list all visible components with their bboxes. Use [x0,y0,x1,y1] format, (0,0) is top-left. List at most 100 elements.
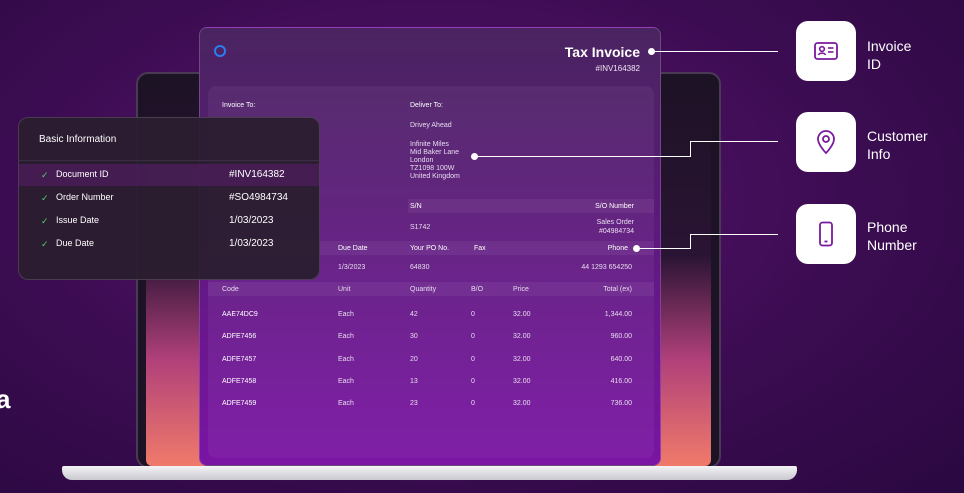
sn-header-band [408,199,654,213]
feature-label-line: Number [867,237,917,253]
col-quantity: Quantity [410,286,437,293]
so-label: S/O Number [595,203,634,210]
feature-label-phone-number: Phone Number [867,218,917,254]
item-price: 32.00 [513,400,531,407]
so-value-line1: Sales Order [596,219,634,226]
check-icon: ✓ [41,239,49,249]
callout-line-customer-info [690,141,778,142]
item-total: 1,344.00 [604,311,632,318]
deliver-to-label: Deliver To: [410,102,443,109]
address-line: TZ1098 100W [410,165,455,172]
invoice-number: #INV164382 [595,64,640,73]
item-bo: 0 [471,356,475,363]
item-bo: 0 [471,333,475,340]
feature-label-line: Invoice [867,38,912,54]
info-row-document-id[interactable]: ✓ Document ID #INV164382 [19,164,319,186]
callout-dot-customer-info [471,153,478,160]
item-price: 32.00 [513,333,531,340]
customer-info-card [796,112,856,172]
item-unit: Each [338,333,354,340]
feature-label-line: Phone [867,219,908,235]
callout-line-phone-number [637,248,691,249]
phone-icon [819,221,833,247]
item-code: ADFE7456 [222,333,257,340]
col-price: Price [513,286,529,293]
item-unit: Each [338,400,354,407]
info-label: Order Number [56,192,114,202]
address-line: United Kingdom [410,173,460,180]
address-line: London [410,157,434,164]
panel-title: Basic Information [39,134,117,145]
col-total: Total (ex) [603,286,632,293]
item-price: 32.00 [513,311,531,318]
callout-dot-invoice-id [648,48,655,55]
invoice-to-label: Invoice To: [222,102,256,109]
feature-label-line: Customer [867,128,928,144]
info-value: #SO4984734 [229,192,288,203]
address-line: Infinite Miles [410,141,449,148]
due-date-value: 1/3/2023 [338,264,366,271]
item-code: ADFE7459 [222,400,257,407]
due-date-label: Due Date [338,245,368,252]
item-total: 960.00 [610,333,632,340]
po-value: 64830 [410,264,430,271]
feature-label-customer-info: Customer Info [867,127,928,163]
invoice-title: Tax Invoice [564,44,640,60]
info-label: Issue Date [56,215,100,225]
basic-information-panel: Basic Information ✓ Document ID #INV1643… [18,117,320,280]
items-header-band [208,282,654,296]
check-icon: ✓ [41,216,49,226]
po-label: Your PO No. [410,245,450,252]
check-icon: ✓ [41,170,49,180]
info-value: 1/03/2023 [229,238,274,249]
item-unit: Each [338,356,354,363]
item-total: 736.00 [610,400,632,407]
address-line: Mid Baker Lane [410,149,460,156]
callout-line-invoice-id [652,51,778,52]
item-unit: Each [338,311,354,318]
col-bo: B/O [471,286,484,293]
location-pin-icon [817,130,835,155]
col-code: Code [222,286,239,293]
item-total: 416.00 [610,378,632,385]
callout-line-customer-info [690,141,691,157]
phone-label: Phone [607,245,628,252]
info-row-order-number[interactable]: ✓ Order Number #SO4984734 [19,187,319,209]
item-bo: 0 [471,311,475,318]
invoice-id-card [796,21,856,81]
item-quantity: 23 [410,400,418,407]
callout-dot-phone-number [633,245,640,252]
item-code: ADFE7458 [222,378,257,385]
company-logo [214,45,226,57]
info-value: 1/03/2023 [229,215,274,226]
id-card-icon [814,42,838,60]
item-quantity: 20 [410,356,418,363]
phone-number-card [796,204,856,264]
deliver-name: Drivey Ahead [410,122,452,129]
callout-line-phone-number [690,234,691,249]
so-value-line2: #04984734 [598,228,634,235]
item-unit: Each [338,378,354,385]
check-icon: ✓ [41,193,49,203]
info-row-due-date[interactable]: ✓ Due Date 1/03/2023 [19,233,319,255]
item-quantity: 42 [410,311,418,318]
item-bo: 0 [471,400,475,407]
fax-label: Fax [474,245,486,252]
feature-label-line: ID [867,56,881,72]
item-code: ADFE7457 [222,356,257,363]
item-code: AAE74DC9 [222,311,258,318]
divider [19,160,319,161]
callout-line-phone-number [690,234,778,235]
info-value: #INV164382 [229,169,285,180]
info-row-issue-date[interactable]: ✓ Issue Date 1/03/2023 [19,210,319,232]
feature-label-line: Info [867,146,891,162]
item-quantity: 30 [410,333,418,340]
item-price: 32.00 [513,378,531,385]
item-bo: 0 [471,378,475,385]
info-label: Due Date [56,238,95,248]
sn-value: S1742 [410,224,431,231]
item-price: 32.00 [513,356,531,363]
edge-text: a [0,384,11,414]
item-quantity: 13 [410,378,418,385]
laptop-base [62,466,797,480]
